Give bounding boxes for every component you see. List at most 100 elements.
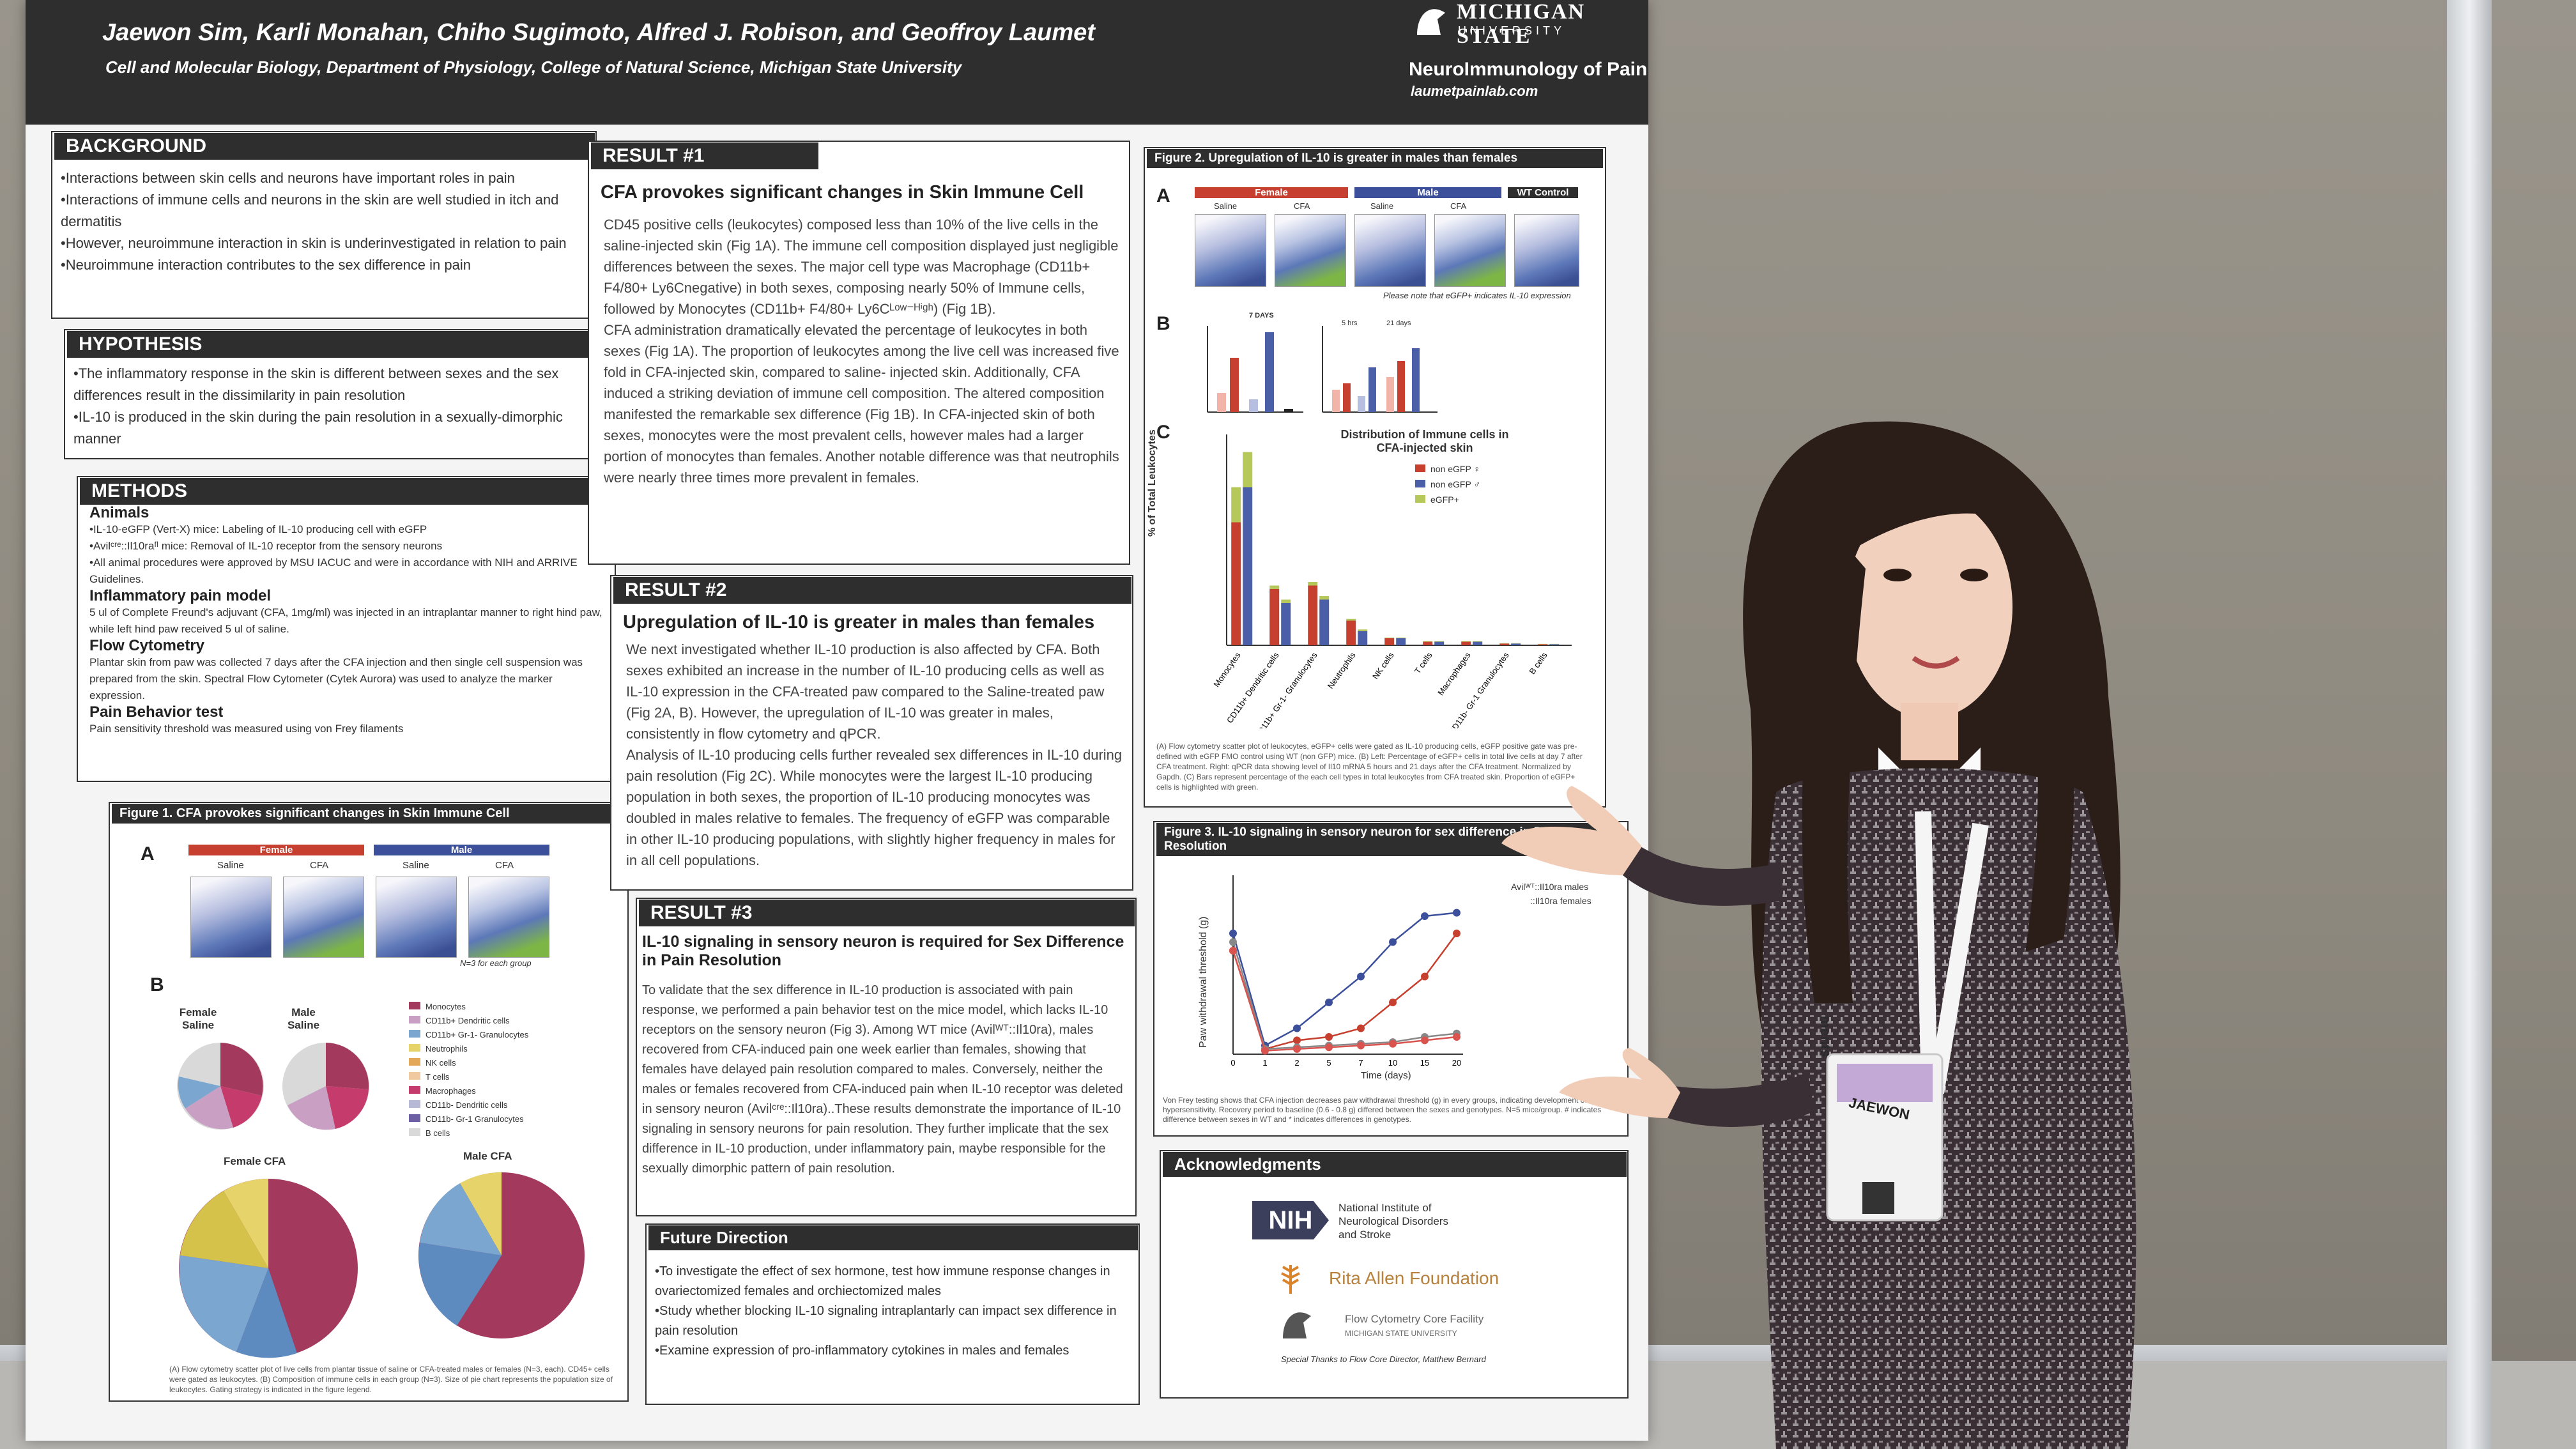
cfa-label: CFA <box>1294 201 1310 211</box>
flow-scatter-plot <box>1195 214 1266 287</box>
bar-egfp <box>1243 452 1253 487</box>
series-line <box>1232 950 1457 1052</box>
result1-heading: RESULT #1 <box>591 142 818 169</box>
bar-male <box>1396 638 1406 645</box>
saline-label: Saline <box>1370 201 1394 211</box>
legend-item: Macrophages <box>409 1084 620 1098</box>
pie-male-cfa <box>418 1172 585 1338</box>
bar-male <box>1319 599 1330 645</box>
legend-item: CD11b- Gr-1 Granulocytes <box>409 1112 620 1126</box>
behavior-text: Pain sensitivity threshold was measured … <box>89 723 404 735</box>
x-tick-label: 15 <box>1420 1058 1429 1068</box>
data-point <box>1229 938 1237 946</box>
category-label: Neutrophils <box>1326 650 1358 691</box>
x-tick-label: 10 <box>1388 1058 1397 1068</box>
x-tick-label: 1 <box>1262 1058 1267 1068</box>
b-5hrs-label: 5 hrs <box>1342 319 1358 327</box>
data-point <box>1229 930 1237 937</box>
bar-female <box>1269 589 1280 645</box>
flow-core-sub: MICHIGAN STATE UNIVERSITY <box>1345 1329 1457 1338</box>
male-tag: Male <box>1354 187 1501 198</box>
poster-authors: Jaewon Sim, Karli Monahan, Chiho Sugimot… <box>102 19 1095 46</box>
pie-label: Female Saline <box>179 1006 217 1031</box>
flow-scatter-plot <box>190 877 272 958</box>
pie-male-saline <box>282 1043 369 1130</box>
list-item: •The inflammatory response in the skin i… <box>73 365 559 403</box>
data-point <box>1261 1046 1269 1055</box>
rita-allen-text: Rita Allen Foundation <box>1329 1268 1499 1288</box>
figure1-panel-b: B <box>150 974 164 995</box>
spartan-helmet-icon <box>1417 9 1445 35</box>
data-point <box>1357 972 1365 981</box>
bar-egfp <box>1346 618 1356 621</box>
list-item: •IL-10-eGFP (Vert-X) mice: Labeling of I… <box>89 523 427 535</box>
bar-female <box>1461 641 1471 645</box>
result2-title: Upregulation of IL-10 is greater in male… <box>623 612 1095 632</box>
bar-male <box>1473 641 1483 645</box>
saline-label: Saline <box>217 860 244 871</box>
list-item: •Interactions of immune cells and neuron… <box>61 192 559 229</box>
presenter-person <box>1501 421 2136 1449</box>
data-point <box>1389 938 1397 946</box>
legend-item: CD11b- Dendritic cells <box>409 1098 620 1112</box>
poster-affiliation: Cell and Molecular Biology, Department o… <box>105 57 962 77</box>
flow-scatter-plot <box>283 877 364 958</box>
list-item: •To investigate the effect of sex hormon… <box>655 1264 1110 1298</box>
figure1-caption: (A) Flow cytometry scatter plot of live … <box>169 1365 613 1394</box>
lab-website: laumetpainlab.com <box>1411 83 1538 99</box>
legend-item: Monocytes <box>409 1000 620 1014</box>
figure1-legend: Monocytes CD11b+ Dendritic cells CD11b+ … <box>409 1000 620 1140</box>
data-point <box>1421 972 1429 981</box>
x-tick-label: 7 <box>1358 1058 1363 1068</box>
acknowledgments-heading: Acknowledgments <box>1163 1152 1627 1177</box>
bar-egfp <box>1499 643 1510 644</box>
flow-core-text: Flow Cytometry Core Facility <box>1345 1313 1484 1325</box>
background-list: •Interactions between skin cells and neu… <box>61 167 585 276</box>
female-tag: Female <box>188 845 364 855</box>
future-heading: Future Direction <box>648 1225 1138 1250</box>
series-line <box>1232 912 1457 1047</box>
bar-female <box>1499 643 1510 645</box>
bar-female <box>1308 585 1318 645</box>
paragraph: We next investigated whether IL-10 produ… <box>626 641 1105 742</box>
legend-item: CD11b+ Gr-1- Granulocytes <box>409 1028 620 1042</box>
data-point <box>1325 1043 1333 1052</box>
metal-pole <box>2447 0 2492 1449</box>
figure2-panel-c: C <box>1156 422 1170 443</box>
methods-section <box>77 476 616 782</box>
data-point <box>1421 1036 1429 1045</box>
list-item: •IL-10 is produced in the skin during th… <box>73 409 563 447</box>
egfp-note: Please note that eGFP+ indicates IL-10 e… <box>1383 291 1571 300</box>
acknowledgments-section <box>1160 1150 1629 1399</box>
behavior-heading: Pain Behavior test <box>89 703 224 721</box>
saline-label: Saline <box>402 860 429 871</box>
figure1-panel-a: A <box>141 843 155 864</box>
x-tick-label: 20 <box>1452 1058 1461 1068</box>
result3-body: To validate that the sex difference in I… <box>642 983 1123 1176</box>
result1-body: CD45 positive cells (leukocytes) compose… <box>604 214 1121 488</box>
legend-item: non eGFP ♂ <box>1415 477 1480 492</box>
bar-egfp <box>1308 582 1318 586</box>
cfa-label: CFA <box>495 860 514 871</box>
hypothesis-list: •The inflammatory response in the skin i… <box>73 363 594 450</box>
figure2-caption: (A) Flow cytometry scatter plot of leuko… <box>1156 742 1583 792</box>
list-item: •All animal procedures were approved by … <box>89 556 578 585</box>
series-line <box>1232 933 1458 1050</box>
bar-female <box>1231 522 1241 645</box>
result1-title: CFA provokes significant changes in Skin… <box>601 182 1084 203</box>
result3-section <box>636 898 1137 1216</box>
flow-scatter-plot <box>468 877 549 958</box>
bar-egfp <box>1511 643 1521 644</box>
paragraph: Analysis of IL-10 producing cells furthe… <box>626 747 1123 868</box>
legend-item: B cells <box>409 1126 620 1140</box>
data-point <box>1357 1041 1365 1050</box>
university-name: MICHIGAN STATE <box>1457 0 1586 48</box>
data-point <box>1325 999 1333 1006</box>
flow-scatter-plot <box>1275 214 1346 287</box>
bar-egfp <box>1281 599 1291 603</box>
x-tick-label: 0 <box>1230 1058 1235 1068</box>
pie-female-cfa <box>179 1179 358 1358</box>
data-point <box>1453 1033 1460 1041</box>
background-heading: BACKGROUND <box>54 133 595 160</box>
flow-scatter-plot <box>1354 214 1426 287</box>
